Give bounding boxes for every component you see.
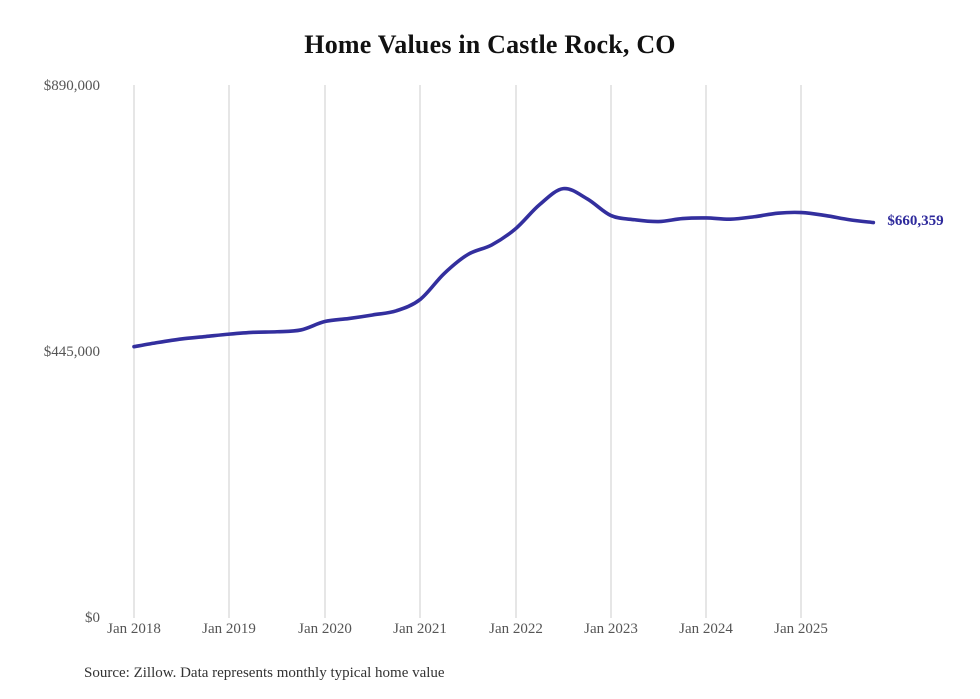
x-tick-label-4: Jan 2022 [489, 621, 543, 637]
x-tick-label-2: Jan 2020 [298, 621, 352, 637]
line-series-typical-home-value [132, 186, 876, 349]
x-tick-label-6: Jan 2024 [679, 621, 733, 637]
end-value-annotation: $660,359 [887, 212, 944, 229]
source-footnote: Source: Zillow. Data represents monthly … [84, 665, 445, 681]
y-tick-label-bottom: $0 [85, 610, 100, 626]
chart-title: Home Values in Castle Rock, CO [304, 30, 676, 59]
y-axis: $890,000 $445,000 $0 [0, 0, 100, 699]
x-tick-label-0: Jan 2018 [107, 621, 161, 637]
x-tick-label-3: Jan 2021 [393, 621, 447, 637]
y-tick-label-top: $890,000 [43, 78, 100, 94]
x-tick-label-5: Jan 2023 [584, 621, 638, 637]
x-tick-label-1: Jan 2019 [202, 621, 256, 637]
gridlines [133, 85, 802, 618]
x-tick-label-7: Jan 2025 [774, 621, 828, 637]
y-tick-label-mid: $445,000 [43, 344, 100, 360]
